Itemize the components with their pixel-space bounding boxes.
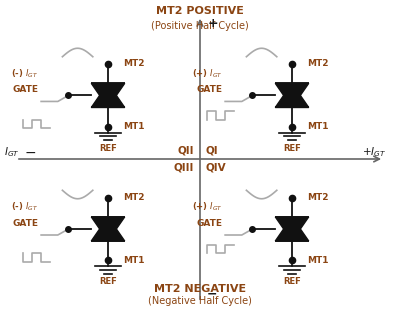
Text: MT2 POSITIVE: MT2 POSITIVE [156, 6, 244, 16]
Text: QIV: QIV [206, 162, 227, 172]
Text: GATE: GATE [12, 219, 38, 228]
Text: GATE: GATE [196, 85, 222, 94]
Text: REF: REF [99, 144, 117, 153]
Text: MT2: MT2 [307, 193, 329, 202]
Text: QIII: QIII [174, 162, 194, 172]
Text: $+ I_{GT}$: $+ I_{GT}$ [362, 145, 386, 159]
Text: REF: REF [99, 277, 117, 286]
Polygon shape [275, 83, 309, 107]
Polygon shape [275, 217, 309, 241]
Text: MT1: MT1 [307, 256, 329, 265]
Polygon shape [91, 83, 125, 107]
Text: REF: REF [283, 277, 301, 286]
Text: MT2: MT2 [123, 193, 145, 202]
Text: $-$: $-$ [24, 145, 36, 159]
Text: QII: QII [178, 146, 194, 156]
Text: GATE: GATE [12, 85, 38, 94]
Text: MT1: MT1 [123, 122, 145, 131]
Text: REF: REF [283, 144, 301, 153]
Text: $I_{GT}$: $I_{GT}$ [4, 145, 20, 159]
Polygon shape [275, 217, 309, 241]
Polygon shape [275, 83, 309, 107]
Text: GATE: GATE [196, 219, 222, 228]
Text: −: − [207, 288, 218, 301]
Text: MT2 NEGATIVE: MT2 NEGATIVE [154, 284, 246, 294]
Text: MT1: MT1 [123, 256, 145, 265]
Text: (+) $I_{GT}$: (+) $I_{GT}$ [192, 67, 222, 80]
Text: QI: QI [206, 146, 219, 156]
Text: MT1: MT1 [307, 122, 329, 131]
Text: (-) $I_{GT}$: (-) $I_{GT}$ [11, 201, 38, 213]
Polygon shape [91, 217, 125, 241]
Text: (-) $I_{GT}$: (-) $I_{GT}$ [11, 67, 38, 80]
Text: MT2: MT2 [307, 59, 329, 68]
Text: (+) $I_{GT}$: (+) $I_{GT}$ [192, 201, 222, 213]
Text: +: + [207, 17, 218, 30]
Text: (Positive Half Cycle): (Positive Half Cycle) [151, 21, 249, 31]
Polygon shape [91, 217, 125, 241]
Text: (Negative Half Cycle): (Negative Half Cycle) [148, 296, 252, 306]
Polygon shape [91, 83, 125, 107]
Text: MT2: MT2 [123, 59, 145, 68]
